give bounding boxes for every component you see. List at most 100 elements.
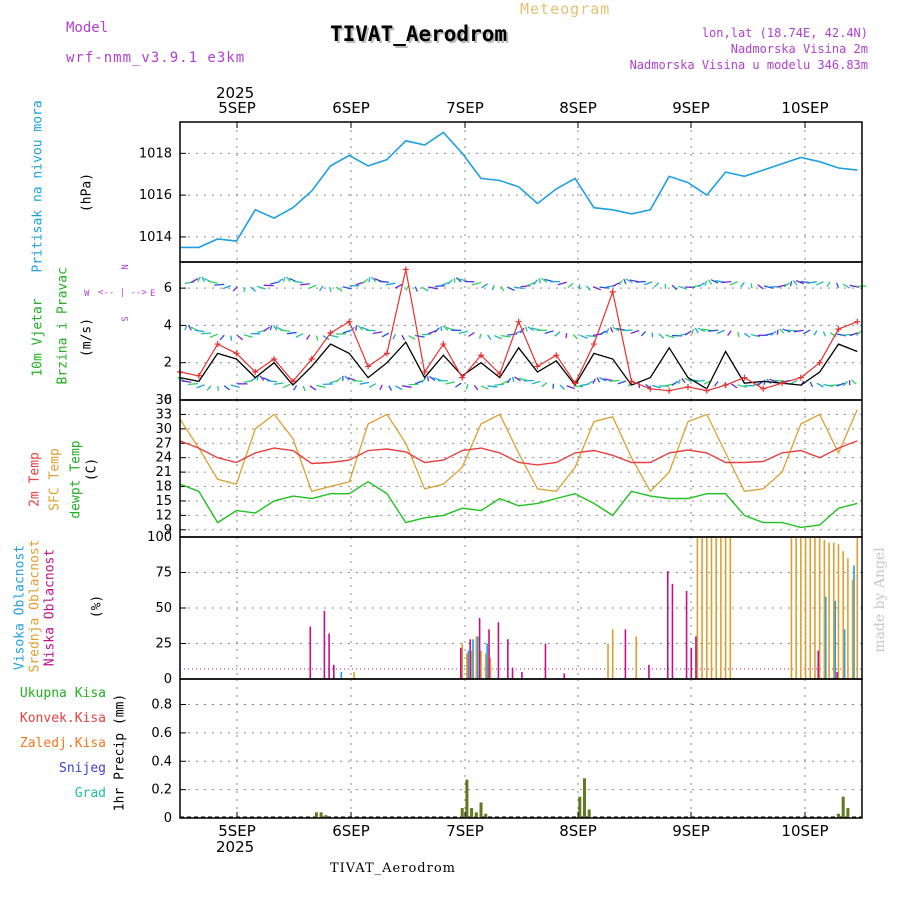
wind-barb (609, 379, 620, 382)
wind-barb (640, 330, 647, 337)
precip-bar (587, 809, 591, 818)
dewpoint-line (179, 480, 858, 529)
wind-barb (787, 329, 798, 332)
wind-barb (763, 379, 766, 385)
precip-bar (474, 812, 478, 818)
footer-station: TIVAT_Aerodrom (330, 861, 456, 876)
y-tick-label: 25 (155, 637, 172, 652)
wind-barb (684, 330, 692, 336)
wind-barb (520, 284, 531, 288)
wind-barb (511, 376, 515, 382)
wind-barb (750, 333, 761, 338)
wind-barb (352, 380, 363, 382)
wind-barb (622, 329, 633, 332)
wind-barb (342, 286, 352, 290)
y-tick-label: 50 (155, 601, 172, 616)
wind-barb (513, 286, 524, 290)
y-tick-label: 27 (155, 436, 172, 451)
wind-barb (362, 278, 369, 284)
wind-gust-marker (402, 266, 409, 273)
wind-barb (447, 279, 453, 285)
wind-gust-marker (590, 341, 597, 348)
wind-barb (652, 384, 661, 389)
y-tick-label: 75 (155, 566, 172, 581)
wind-barb (263, 326, 270, 332)
wind-barb (408, 335, 416, 340)
wind-barb (481, 283, 488, 289)
wind-barb (272, 325, 278, 331)
wind-gust-marker (327, 329, 334, 336)
wind-barb (414, 380, 424, 385)
wind-barb (533, 279, 538, 285)
y-tick-label: 0 (164, 811, 172, 826)
wind-barb (316, 384, 326, 389)
wind-barb (609, 327, 614, 333)
wind-gust-marker (760, 385, 767, 392)
wind-barb (727, 330, 732, 336)
wind-barb (677, 379, 681, 385)
wind-barb (259, 375, 265, 381)
wind-barb (789, 379, 798, 385)
wind-barb (757, 284, 764, 290)
compass: N W E S <-- | --> (84, 262, 156, 322)
wind-barb (809, 381, 814, 388)
wind-barb (487, 334, 492, 340)
wind-barb (188, 382, 198, 386)
legend-conv-rain: Konvek.Kisa (19, 711, 106, 726)
top-day-label: 6SEP (332, 99, 370, 117)
wind-barb (300, 283, 310, 286)
y-tick-label: 0.6 (151, 726, 172, 741)
cloud-panel-frame (179, 536, 863, 680)
y-tick-label: 0 (164, 672, 172, 687)
y-tick-label: 9 (164, 523, 172, 538)
wind-barb (599, 330, 607, 336)
wind-barb (322, 335, 330, 341)
wind-barb (691, 328, 695, 335)
top-year: 2025 (216, 84, 255, 102)
wind-barb (206, 385, 212, 391)
wind-barb (491, 284, 495, 291)
wind-barb (803, 329, 811, 335)
wind-barb (769, 378, 778, 383)
wind-barb (465, 384, 469, 390)
wind-barb (401, 334, 406, 341)
wind-barb (586, 335, 597, 338)
wind-barb (196, 384, 205, 389)
wind-gust-marker (271, 355, 278, 362)
wind-barb (286, 276, 291, 282)
wind-barb (500, 380, 509, 385)
wind-barb (473, 384, 479, 391)
wind-barb (678, 285, 688, 290)
wind-barb (671, 380, 679, 386)
wind-barb (704, 280, 708, 286)
wind-barb (579, 334, 588, 339)
wind-barb (223, 385, 231, 391)
wind-barb (592, 378, 596, 384)
wind-barb (592, 286, 602, 291)
wind-barb (190, 278, 199, 283)
y-tick-label: 15 (155, 494, 172, 509)
wind-barb (684, 377, 693, 383)
bottom-year: 2025 (216, 838, 255, 856)
wind-gust-marker (365, 363, 372, 370)
wind-barb (783, 282, 790, 288)
y-tick-label: 2 (164, 356, 172, 371)
wind-gust-marker (478, 352, 485, 359)
wind-barb (434, 327, 440, 333)
wind-barb (372, 331, 383, 335)
wind-barb (347, 377, 357, 382)
wind-gust-marker (779, 380, 786, 387)
wind-gust-marker (553, 352, 560, 359)
wind-barb (763, 332, 774, 337)
wind-barb (282, 383, 291, 389)
wind-barb (458, 330, 468, 335)
wind-gust-marker (797, 374, 804, 381)
wind-barb (455, 382, 462, 388)
wind-barb (567, 282, 574, 289)
wind-barb (468, 331, 475, 338)
wind-barb (617, 380, 627, 385)
top-day-label: 8SEP (559, 99, 597, 117)
wind-barb (630, 329, 640, 335)
wind-barb (813, 330, 818, 336)
wind-barb (230, 335, 233, 341)
